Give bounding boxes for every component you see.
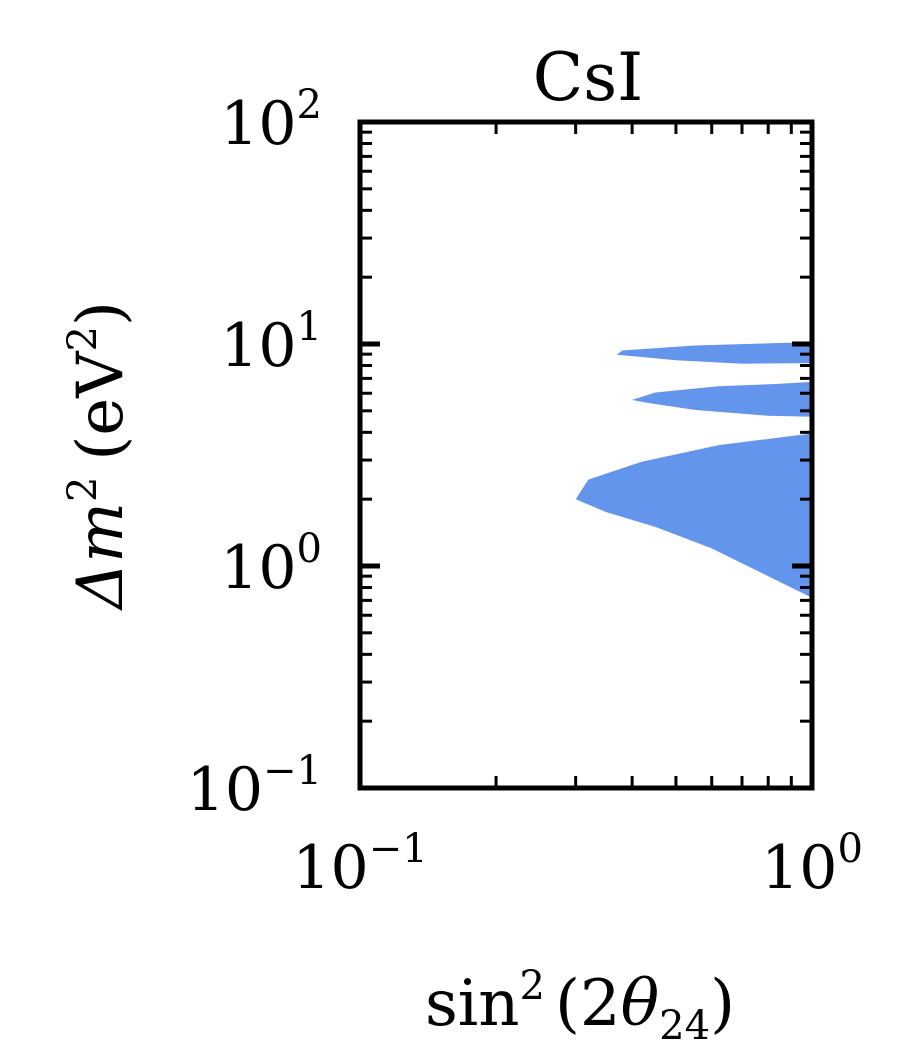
allowed-band: [632, 252, 804, 259]
y-tick-label: 102: [220, 82, 322, 159]
allowed-band: [641, 158, 804, 163]
allowed-band: [637, 198, 804, 204]
excluded-region-group: [360, 122, 812, 598]
excluded-region: [575, 122, 812, 598]
y-tick-label: 10−1: [187, 748, 322, 825]
allowed-band: [627, 289, 804, 297]
y-tick-labels: 10−1 100 101 102: [187, 82, 322, 825]
y-axis-label: Δm2(eV2): [60, 301, 138, 612]
x-tick-labels: 10−1 100: [292, 826, 863, 903]
x-axis-label: sin2 (2θ24): [425, 963, 735, 1049]
allowed-band: [637, 188, 804, 193]
y-tick-label: 101: [220, 304, 322, 381]
chart-title: CsI: [533, 39, 643, 116]
x-tick-label: 10−1: [292, 826, 427, 903]
allowed-band: [637, 177, 804, 182]
allowed-band: [641, 150, 804, 155]
plot-frame: [357, 119, 815, 791]
allowed-band: [641, 133, 804, 138]
allowed-band: [632, 269, 804, 276]
allowed-band: [641, 141, 804, 146]
allowed-band: [641, 167, 804, 172]
allowed-band: [632, 223, 804, 229]
allowed-band: [637, 210, 804, 216]
x-tick-label: 100: [761, 826, 863, 903]
allowed-band: [632, 236, 804, 243]
allowed-region: [360, 122, 642, 343]
allowed-band: [622, 315, 804, 323]
plot-area: [357, 119, 815, 791]
y-tick-label: 100: [220, 526, 322, 603]
